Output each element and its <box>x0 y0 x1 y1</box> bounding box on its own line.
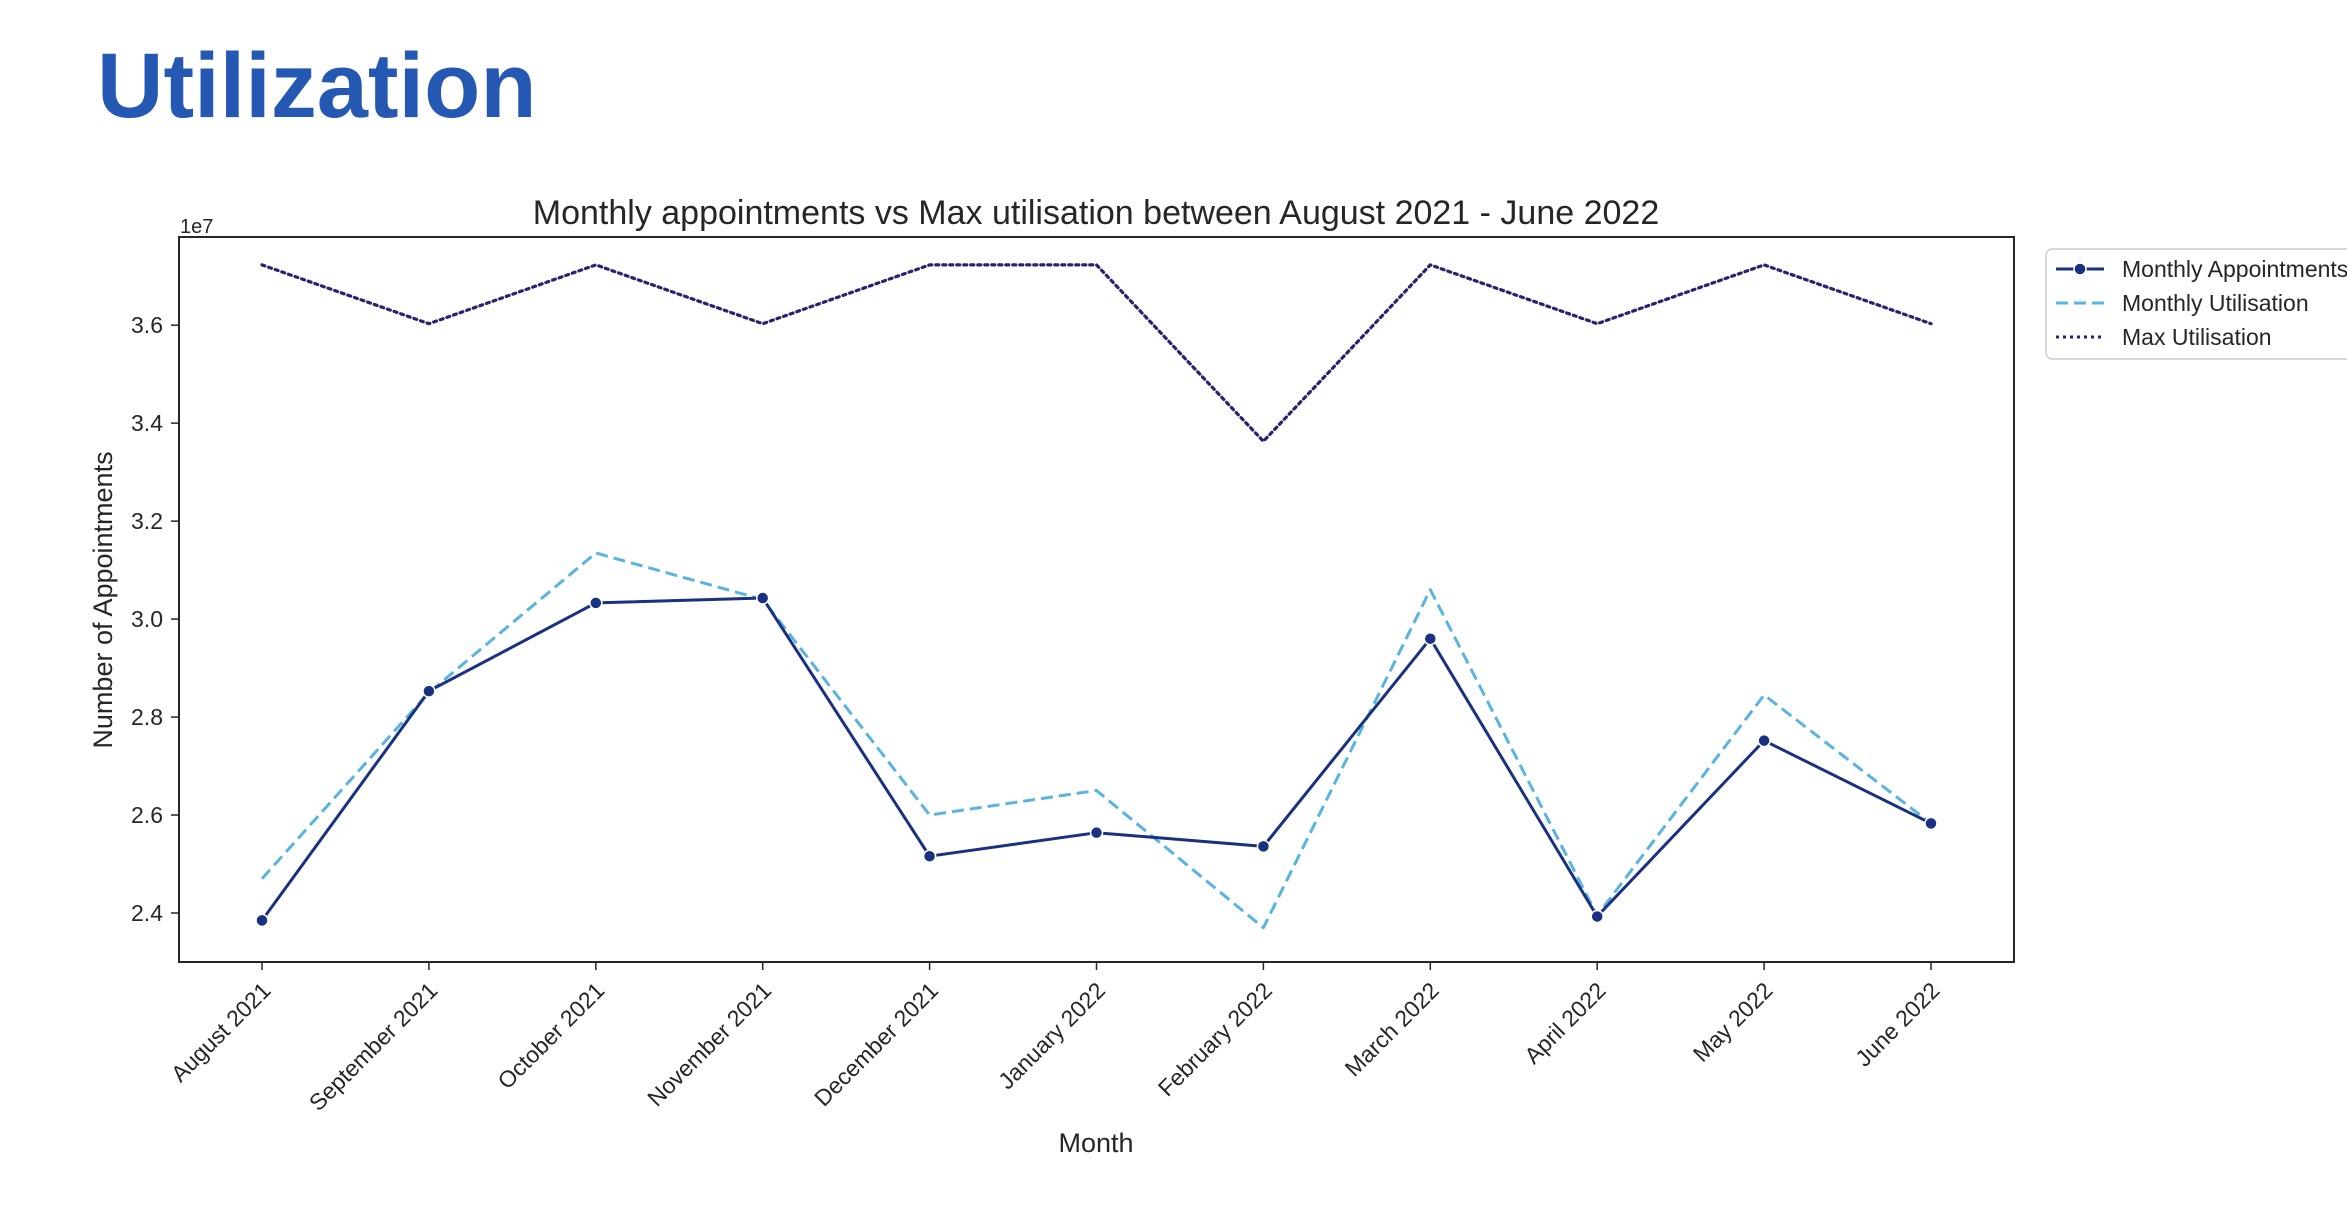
x-tick-label: February 2022 <box>1153 977 1277 1101</box>
data-point <box>1256 839 1271 854</box>
legend-marker <box>2073 262 2087 276</box>
legend-label: Monthly Appointments <box>2122 256 2347 282</box>
x-tick-label: December 2021 <box>809 977 943 1111</box>
data-point <box>922 849 937 863</box>
y-tick-label: 3.2 <box>131 508 163 534</box>
x-tick-label: November 2021 <box>642 977 776 1111</box>
x-tick-label: August 2021 <box>166 977 276 1087</box>
y-axis-offset-label: 1e7 <box>180 216 213 238</box>
legend-label: Max Utilisation <box>2122 324 2272 350</box>
legend: Monthly Appointments Monthly Utilisation M… <box>2045 248 2347 360</box>
data-point <box>755 591 770 605</box>
y-tick-label: 2.4 <box>131 900 163 926</box>
series-line <box>260 551 1932 930</box>
x-tick-label: October 2021 <box>492 977 609 1094</box>
x-tick-label: May 2022 <box>1688 977 1778 1067</box>
legend-label: Monthly Utilisation <box>2122 290 2309 316</box>
x-axis: August 2021 September 2021 October 2021 Nov… <box>166 962 1945 1116</box>
plot-area <box>178 236 2015 963</box>
data-point <box>255 913 269 928</box>
legend-box <box>2045 248 2347 360</box>
data-point <box>1590 909 1604 924</box>
y-axis: 2.4 2.6 2.8 3.0 3.2 3.4 3.6 <box>131 312 179 926</box>
data-point <box>589 596 603 610</box>
x-tick-label: January 2022 <box>993 977 1110 1094</box>
series-line <box>260 263 1933 443</box>
series-layer <box>255 263 1938 930</box>
page-heading: Utilization <box>97 35 537 137</box>
series-line <box>260 596 1932 922</box>
y-tick-label: 3.4 <box>131 410 163 436</box>
y-tick-label: 3.6 <box>131 312 163 338</box>
x-tick-label: June 2022 <box>1850 977 1944 1071</box>
y-tick-label: 2.8 <box>131 704 163 730</box>
data-point <box>1089 825 1104 840</box>
x-axis-label: Month <box>1058 1128 1133 1158</box>
x-tick-label: April 2022 <box>1519 977 1611 1069</box>
x-tick-label: September 2021 <box>304 977 443 1116</box>
y-axis-label: Number of Appointments <box>88 451 118 748</box>
data-point <box>1423 631 1438 646</box>
chart-title: Monthly appointments vs Max utilisation … <box>533 194 1659 232</box>
y-tick-label: 3.0 <box>131 606 163 632</box>
y-tick-label: 2.6 <box>131 802 163 828</box>
data-point <box>422 684 436 698</box>
x-tick-label: March 2022 <box>1340 977 1444 1081</box>
data-point <box>1924 816 1938 831</box>
data-point <box>1757 733 1771 748</box>
